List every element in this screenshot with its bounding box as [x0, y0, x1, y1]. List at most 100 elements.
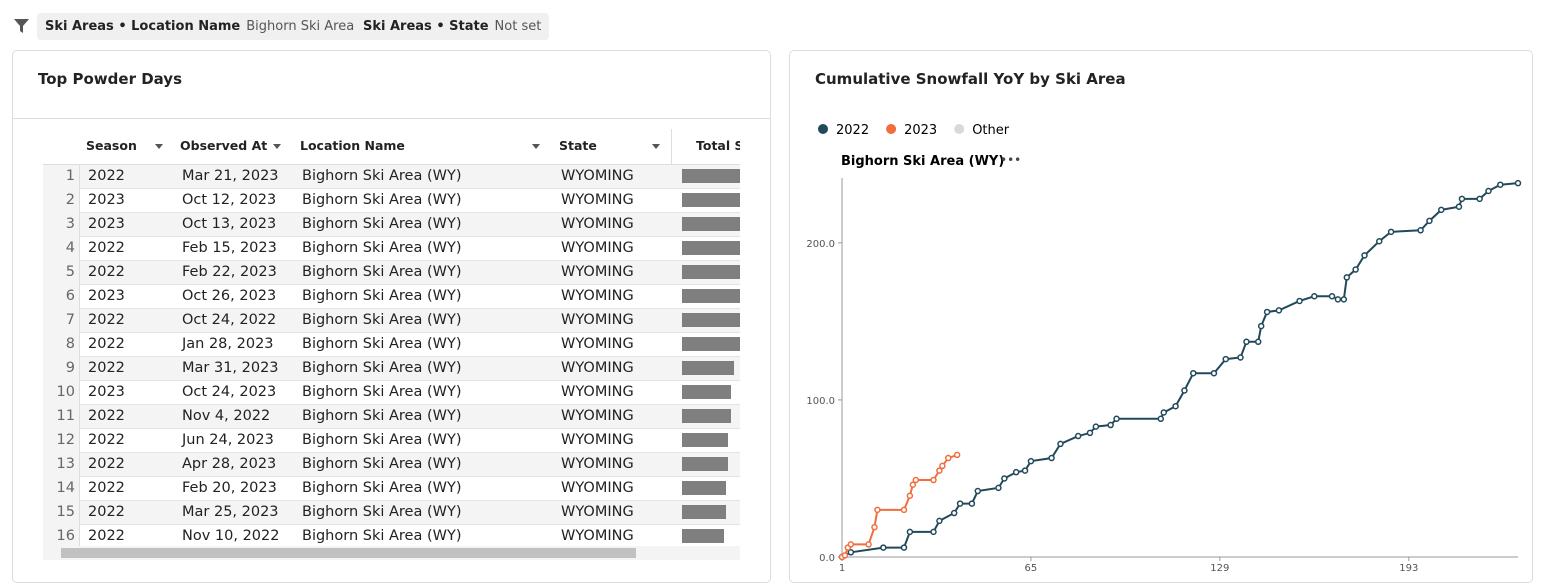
row-number-bg — [43, 213, 80, 237]
data-point — [953, 451, 961, 459]
data-point — [900, 506, 908, 514]
cell: WYOMING — [561, 240, 634, 256]
column-header[interactable]: Season — [86, 138, 137, 153]
data-point — [1113, 415, 1120, 423]
cell: 2022 — [88, 456, 125, 472]
legend-label[interactable]: 2023 — [904, 123, 937, 138]
table-row — [43, 525, 740, 549]
filter-value: Bighorn Ski Area (WY) — [246, 19, 390, 34]
row-number-bg — [43, 405, 80, 429]
data-point — [945, 454, 952, 462]
data-point — [1254, 338, 1262, 346]
value-bar — [682, 385, 732, 399]
cell: WYOMING — [561, 312, 634, 328]
cell: Bighorn Ski Area (WY) — [302, 240, 462, 256]
cell: Feb 15, 2023 — [182, 240, 277, 256]
row-number: 14 — [56, 480, 75, 496]
legend-marker — [818, 124, 828, 134]
data-point — [1352, 266, 1359, 273]
legend-label[interactable]: Other — [972, 123, 1010, 138]
table-row — [43, 477, 740, 501]
data-point — [874, 506, 881, 514]
data-point — [1296, 297, 1303, 305]
sort-icon — [155, 144, 163, 149]
table-row — [43, 453, 740, 477]
cell: 2022 — [88, 408, 125, 424]
data-point — [968, 500, 976, 507]
table-row — [43, 213, 740, 237]
row-number-bg — [43, 477, 80, 501]
data-point — [847, 541, 855, 548]
value-bar — [682, 433, 729, 447]
column-header[interactable]: State — [559, 138, 597, 153]
cell: WYOMING — [561, 384, 634, 400]
value-bar — [682, 481, 726, 495]
x-tick-label: 65 — [1025, 563, 1038, 574]
data-point — [1157, 415, 1165, 423]
data-point — [865, 541, 872, 548]
legend-label[interactable]: 2022 — [836, 123, 869, 138]
data-point — [1497, 181, 1504, 188]
cell: Bighorn Ski Area (WY) — [302, 456, 462, 472]
cell: Bighorn Ski Area (WY) — [302, 288, 462, 304]
value-bar — [682, 361, 735, 375]
cell: 2023 — [88, 192, 125, 208]
table-row — [43, 309, 740, 333]
cell: 2023 — [88, 288, 125, 304]
value-bar — [682, 313, 740, 327]
row-number: 10 — [56, 384, 75, 400]
cell: WYOMING — [561, 264, 634, 280]
data-point — [1243, 338, 1250, 346]
value-bar — [682, 529, 725, 543]
data-point — [1074, 432, 1082, 440]
row-number: 16 — [56, 528, 75, 544]
data-point — [1181, 387, 1188, 394]
cell: WYOMING — [561, 360, 634, 376]
data-point — [909, 481, 917, 488]
cell: WYOMING — [561, 168, 634, 184]
divider — [43, 164, 740, 165]
cell: Oct 24, 2023 — [182, 384, 277, 400]
legend-marker — [954, 124, 965, 134]
cell: WYOMING — [561, 288, 634, 304]
row-number: 9 — [65, 360, 75, 376]
cell: 2022 — [88, 480, 125, 496]
cell: Jan 28, 2023 — [182, 336, 274, 352]
data-point — [906, 492, 914, 499]
row-number-bg — [43, 453, 80, 477]
data-point — [1172, 402, 1179, 410]
y-tick-label: 200.0 — [806, 239, 835, 250]
filter-chip[interactable]: Ski Areas • State Not set — [355, 13, 550, 40]
filter-icon — [14, 19, 29, 33]
cell: Nov 10, 2022 — [182, 528, 280, 544]
cell: 2022 — [88, 504, 125, 520]
filter-chip[interactable]: Ski Areas • Location Name Bighorn Ski Are… — [37, 13, 398, 40]
table-row — [43, 357, 740, 381]
cell: WYOMING — [561, 408, 634, 424]
column-header[interactable]: Location Name — [300, 138, 405, 153]
column-header[interactable]: Observed At — [180, 138, 268, 153]
row-number-bg — [43, 189, 80, 213]
data-point — [1485, 187, 1492, 195]
row-number: 13 — [56, 456, 75, 472]
cell: Bighorn Ski Area (WY) — [302, 192, 462, 208]
cell: Bighorn Ski Area (WY) — [302, 336, 462, 352]
scrollbar[interactable] — [43, 546, 740, 560]
cell: WYOMING — [561, 432, 634, 448]
table-row — [43, 429, 740, 453]
cell: 2022 — [88, 432, 125, 448]
row-number-bg — [43, 261, 80, 285]
value-bar — [682, 409, 732, 423]
cell: 2022 — [88, 312, 125, 328]
cell: Bighorn Ski Area (WY) — [302, 312, 462, 328]
value-bar — [682, 265, 740, 279]
cell: WYOMING — [561, 336, 634, 352]
filter-field: Ski Areas • State — [363, 19, 489, 34]
row-number: 15 — [56, 504, 75, 520]
column-header[interactable]: Total Sı — [696, 138, 740, 153]
table-row — [43, 381, 740, 405]
data-point — [1426, 217, 1433, 225]
table-row — [43, 189, 740, 213]
value-bar — [682, 193, 740, 207]
